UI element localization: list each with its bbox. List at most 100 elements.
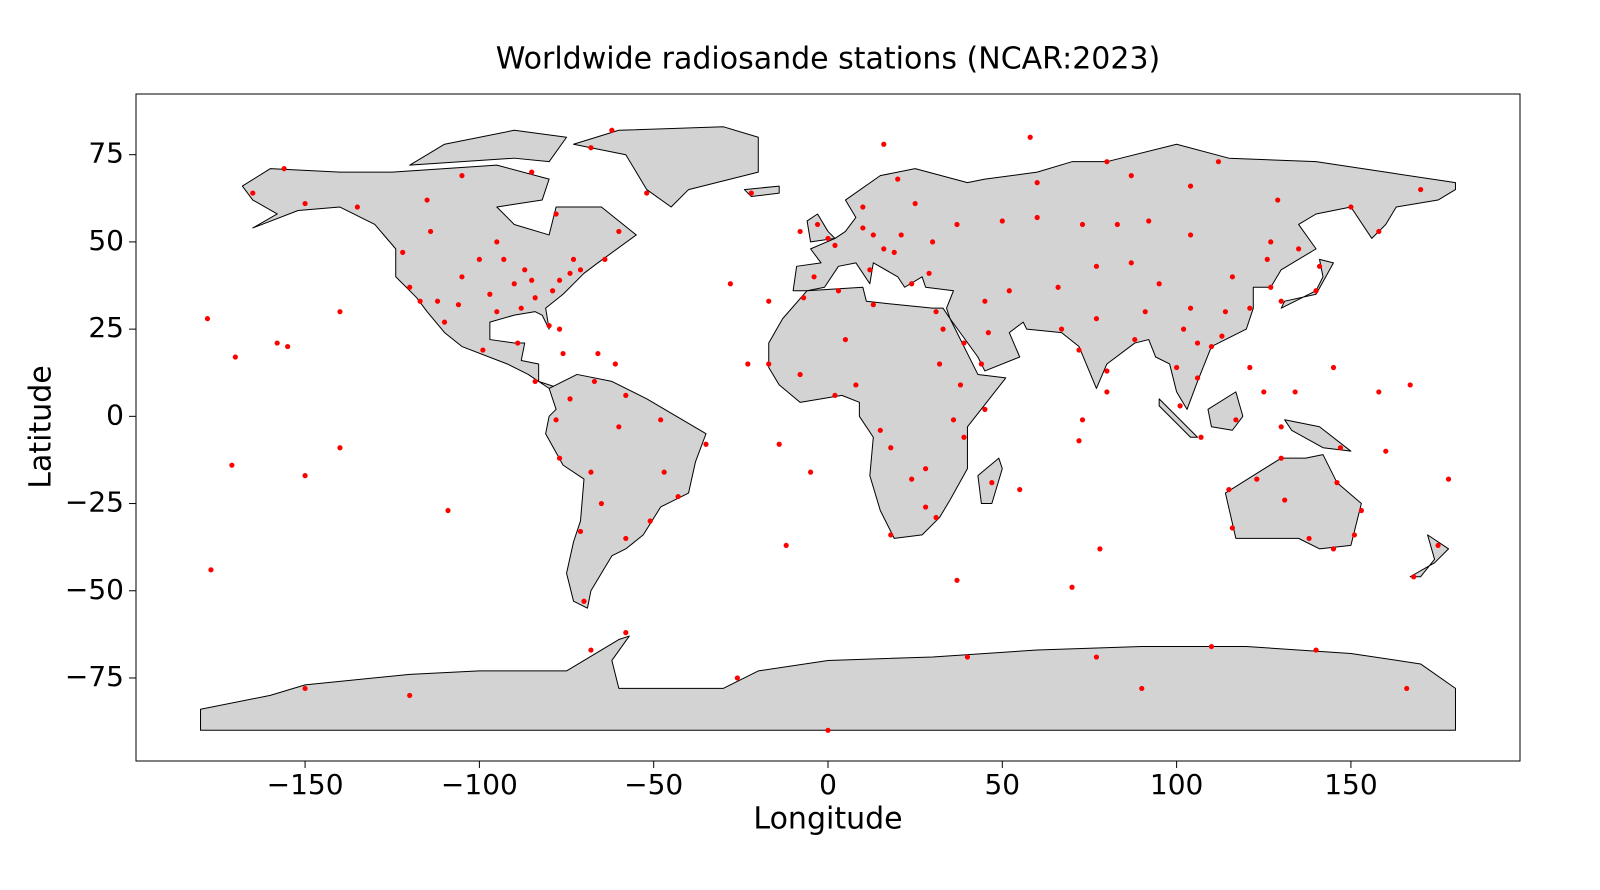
station-point (1079, 221, 1086, 228)
station-point (1097, 546, 1103, 552)
station-point (1358, 507, 1364, 514)
station-point (588, 145, 594, 151)
station-point (1076, 347, 1082, 353)
station-point (1351, 532, 1358, 538)
station-point (494, 239, 500, 245)
greenland (574, 127, 759, 207)
station-point (1376, 389, 1382, 395)
station-point (208, 567, 214, 573)
station-point (602, 256, 608, 262)
station-point (1187, 232, 1194, 238)
station-point (1076, 438, 1082, 444)
station-point (923, 466, 929, 472)
station-point (1348, 204, 1354, 210)
station-point (1411, 574, 1417, 580)
station-point (623, 535, 629, 542)
station-point (877, 427, 883, 433)
station-point (825, 235, 831, 242)
station-point (1445, 476, 1452, 482)
station-point (895, 176, 901, 182)
station-point (748, 190, 754, 196)
station-point (616, 228, 622, 235)
station-point (929, 239, 936, 245)
station-point (1219, 333, 1225, 339)
station-point (870, 232, 876, 238)
station-point (909, 281, 915, 287)
station-point (445, 507, 451, 514)
station-point (888, 532, 894, 538)
station-point (1146, 218, 1152, 224)
station-point (860, 225, 866, 231)
station-point (766, 298, 772, 304)
station-point (529, 277, 535, 283)
station-point (427, 228, 434, 235)
station-point (853, 382, 859, 388)
station-point (835, 288, 842, 294)
station-point (556, 277, 563, 283)
station-point (644, 190, 650, 196)
station-point (556, 455, 563, 461)
station-point (553, 211, 559, 217)
station-point (400, 249, 406, 255)
station-point (797, 228, 803, 235)
y-axis-label: Latitude (24, 365, 59, 488)
australia (1225, 455, 1361, 549)
arctic-islands (410, 130, 567, 165)
station-point (417, 298, 423, 304)
station-point (1079, 417, 1086, 423)
station-point (1058, 326, 1065, 332)
station-point (727, 281, 733, 287)
station-point (577, 528, 584, 535)
x-tick-label: −150 (267, 768, 344, 801)
station-point (954, 221, 960, 228)
station-point (1229, 274, 1235, 280)
station-point (1226, 486, 1232, 493)
station-point (1278, 298, 1284, 304)
station-point (766, 361, 772, 367)
station-point (1407, 382, 1413, 388)
japan (1281, 259, 1333, 308)
y-tick-label: 25 (88, 311, 124, 344)
station-point (1282, 497, 1288, 503)
station-point (1316, 263, 1323, 269)
station-point (570, 256, 577, 262)
station-point (1034, 214, 1040, 221)
station-point (1198, 434, 1204, 440)
station-point (1208, 643, 1215, 650)
station-point (553, 417, 559, 423)
station-point (867, 267, 873, 273)
station-point (1034, 180, 1040, 186)
station-point (455, 302, 462, 308)
station-point (675, 493, 681, 500)
station-point (800, 295, 807, 301)
north-america (242, 165, 636, 388)
station-point (870, 302, 876, 308)
station-point (926, 270, 932, 276)
station-point (1177, 403, 1183, 409)
britain (807, 214, 835, 242)
station-point (1104, 368, 1110, 374)
station-point (898, 232, 904, 238)
station-point (598, 500, 605, 507)
station-point (888, 445, 894, 451)
station-point (532, 378, 538, 385)
station-point (1229, 525, 1235, 531)
station-point (1313, 288, 1319, 294)
station-point (1404, 685, 1410, 692)
station-point (1275, 197, 1281, 203)
station-point (1027, 134, 1033, 140)
y-tick-label: 75 (88, 137, 124, 170)
station-point (912, 200, 918, 207)
station-point (1306, 535, 1312, 542)
station-point (588, 469, 594, 475)
station-point (776, 441, 782, 447)
station-point (1247, 305, 1253, 311)
station-point (567, 396, 573, 402)
station-point (232, 354, 238, 360)
x-tick-label: 50 (984, 768, 1020, 801)
x-tick-label: 100 (1150, 768, 1203, 801)
station-point (954, 577, 960, 583)
station-point (1278, 455, 1284, 461)
